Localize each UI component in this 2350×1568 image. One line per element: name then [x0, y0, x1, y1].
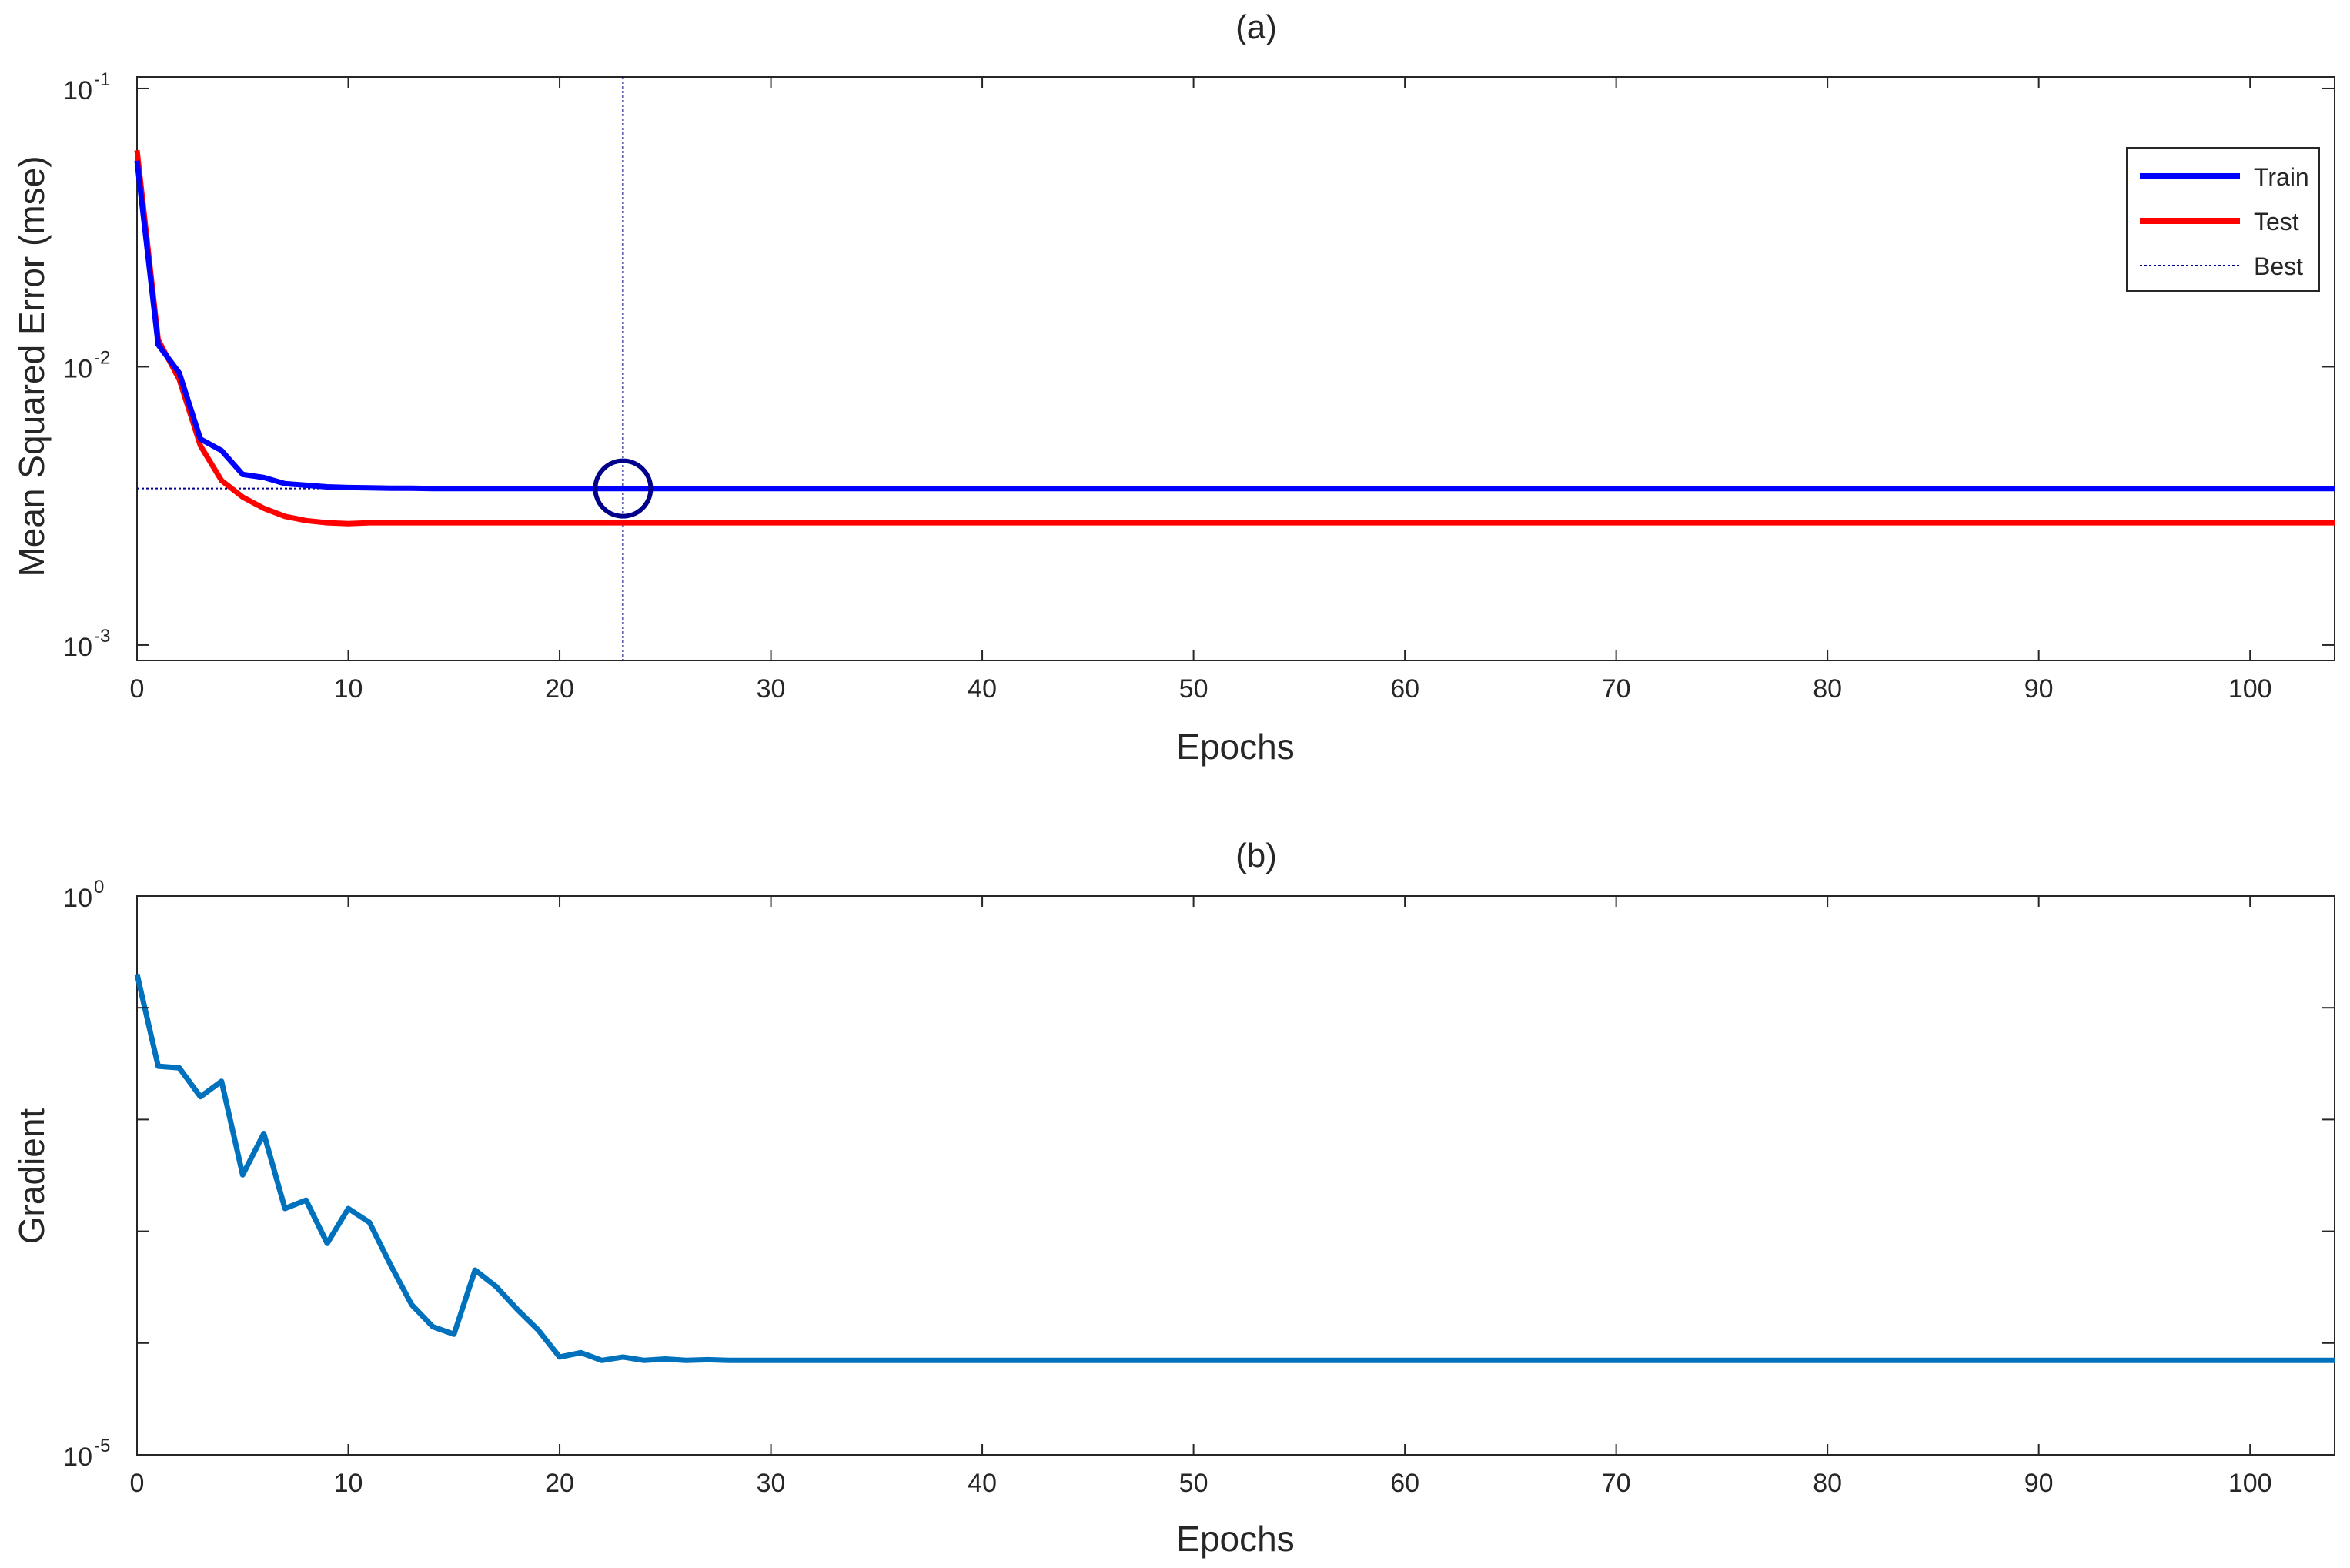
- x-tick-label: 0: [130, 674, 145, 704]
- panel-b-plot-area: [134, 895, 2335, 1456]
- y-tick-label: 10: [63, 1443, 92, 1472]
- x-tick-label: 40: [968, 674, 997, 704]
- x-tick-label: 70: [1602, 1469, 1631, 1498]
- y-tick-label: 10: [63, 884, 92, 913]
- x-tick-label: 40: [968, 1469, 997, 1498]
- gradient-line: [134, 973, 2335, 1363]
- panel-a-y-axis-label: Mean Squared Error (mse): [12, 155, 52, 577]
- x-tick-label: 80: [1813, 674, 1842, 704]
- x-tick-label: 100: [2228, 1469, 2272, 1498]
- axes-box: [136, 76, 2335, 661]
- panel-a-y-ticks: 10-310-210-1: [63, 69, 2335, 662]
- x-tick-label: 70: [1602, 674, 1631, 704]
- y-tick-label-exponent: -2: [94, 347, 110, 368]
- series-train-line: [134, 160, 2335, 492]
- axes-box: [136, 895, 2335, 1456]
- best-epoch-circle-marker: [593, 458, 654, 519]
- y-tick-label-exponent: -3: [94, 626, 110, 647]
- legend-best-label: Best: [2254, 252, 2303, 280]
- legend-test-label: Test: [2254, 208, 2299, 236]
- y-tick-label-exponent: -5: [94, 1436, 110, 1456]
- x-tick-label: 30: [757, 674, 786, 704]
- y-tick-label: 10: [63, 76, 92, 105]
- series-test-line: [134, 149, 2335, 527]
- panel-a-mse-chart: (a) 0 10 20 30 40 50 60 70 80 90 100 10-310-210-1 …: [12, 8, 2335, 767]
- panel-a-legend: Train Test Best: [2126, 147, 2320, 292]
- panel-b-gradient-chart: (b) 0 10 20 30 40 50 60 70 80 90 100 10 -510 0 Epoch…: [12, 837, 2335, 1559]
- x-tick-label: 0: [130, 1469, 145, 1498]
- panel-a-x-ticks: 0 10 20 30 40 50 60 70 80 90 100: [130, 77, 2272, 704]
- panel-a-title: (a): [1235, 8, 1277, 46]
- x-tick-label: 30: [757, 1469, 786, 1498]
- y-tick-label-exponent: 0: [94, 877, 104, 898]
- x-tick-label: 10: [334, 1469, 363, 1498]
- panel-b-x-axis-label: Epochs: [1176, 1519, 1294, 1559]
- x-tick-label: 20: [545, 1469, 574, 1498]
- panel-a-x-axis-label: Epochs: [1176, 727, 1294, 767]
- x-tick-label: 50: [1179, 674, 1208, 704]
- legend-train-label: Train: [2254, 163, 2309, 191]
- panel-b-y-axis-label: Gradient: [12, 1108, 52, 1245]
- x-tick-label: 60: [1390, 674, 1419, 704]
- x-tick-label: 20: [545, 674, 574, 704]
- x-tick-label: 80: [1813, 1469, 1842, 1498]
- x-tick-label: 50: [1179, 1469, 1208, 1498]
- y-tick-label-exponent: -1: [94, 69, 110, 90]
- panel-b-x-ticks: 0 10 20 30 40 50 60 70 80 90 100: [130, 896, 2272, 1498]
- panel-b-title: (b): [1235, 837, 1277, 874]
- x-tick-label: 60: [1390, 1469, 1419, 1498]
- x-tick-label: 10: [334, 674, 363, 704]
- y-tick-label: 10: [63, 633, 92, 662]
- x-tick-label: 100: [2228, 674, 2272, 704]
- x-tick-label: 90: [2024, 1469, 2054, 1498]
- panel-b-y-ticks: 10 -510 0: [63, 877, 2335, 1472]
- x-tick-label: 90: [2024, 674, 2054, 704]
- panel-a-plot-area: [134, 76, 2335, 661]
- y-tick-label: 10: [63, 354, 92, 383]
